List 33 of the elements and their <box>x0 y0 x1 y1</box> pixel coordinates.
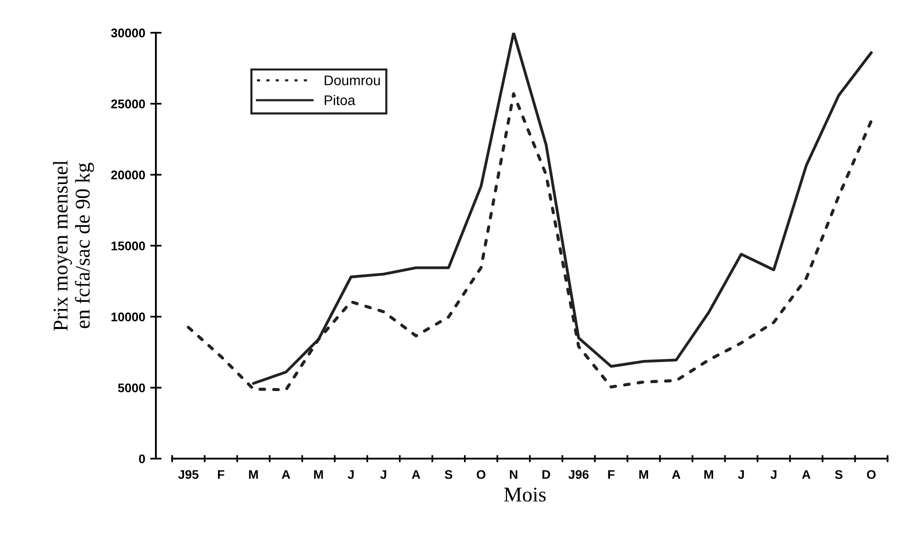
x-tick-label: J96 <box>568 470 589 479</box>
x-tick-label: O <box>866 470 876 479</box>
y-tick-label: 30000 <box>111 28 145 38</box>
x-tick-label: A <box>672 470 680 479</box>
x-tick-label: N <box>510 470 518 479</box>
x-tick-label: A <box>412 470 420 479</box>
x-tick-label: A <box>282 470 290 479</box>
x-tick-label: M <box>314 470 323 479</box>
y-tick-label: 15000 <box>112 242 145 250</box>
legend-label: Pitoa <box>324 94 356 106</box>
x-tick-label: J95 <box>178 470 198 479</box>
x-tick-label: O <box>476 470 486 479</box>
x-tick-label: J <box>770 470 776 479</box>
x-axis-title: Mois <box>504 488 546 502</box>
y-tick-label: 20000 <box>111 170 145 180</box>
x-tick-label: A <box>802 470 810 479</box>
x-tick-label: D <box>542 470 550 479</box>
y-tick-label: 5000 <box>118 383 145 392</box>
x-tick-label: J <box>348 470 354 479</box>
x-tick-label: M <box>249 470 258 479</box>
x-tick-label: S <box>834 470 842 479</box>
x-tick-label: S <box>444 470 452 479</box>
y-tick-label: 0 <box>139 454 145 464</box>
x-tick-label: J <box>738 470 744 479</box>
x-tick-label: M <box>639 470 648 479</box>
x-tick-label: M <box>704 470 714 479</box>
y-axis-title: Prix moyen mensuel en fcfa/sac de 90 kg <box>53 160 94 331</box>
x-tick-label: J <box>380 470 386 479</box>
y-tick-label: 10000 <box>112 312 145 322</box>
legend-label: Doumrou <box>324 76 380 86</box>
x-tick-label: F <box>608 470 615 479</box>
x-tick-label: F <box>218 470 224 479</box>
y-tick-label: 25000 <box>111 100 145 108</box>
